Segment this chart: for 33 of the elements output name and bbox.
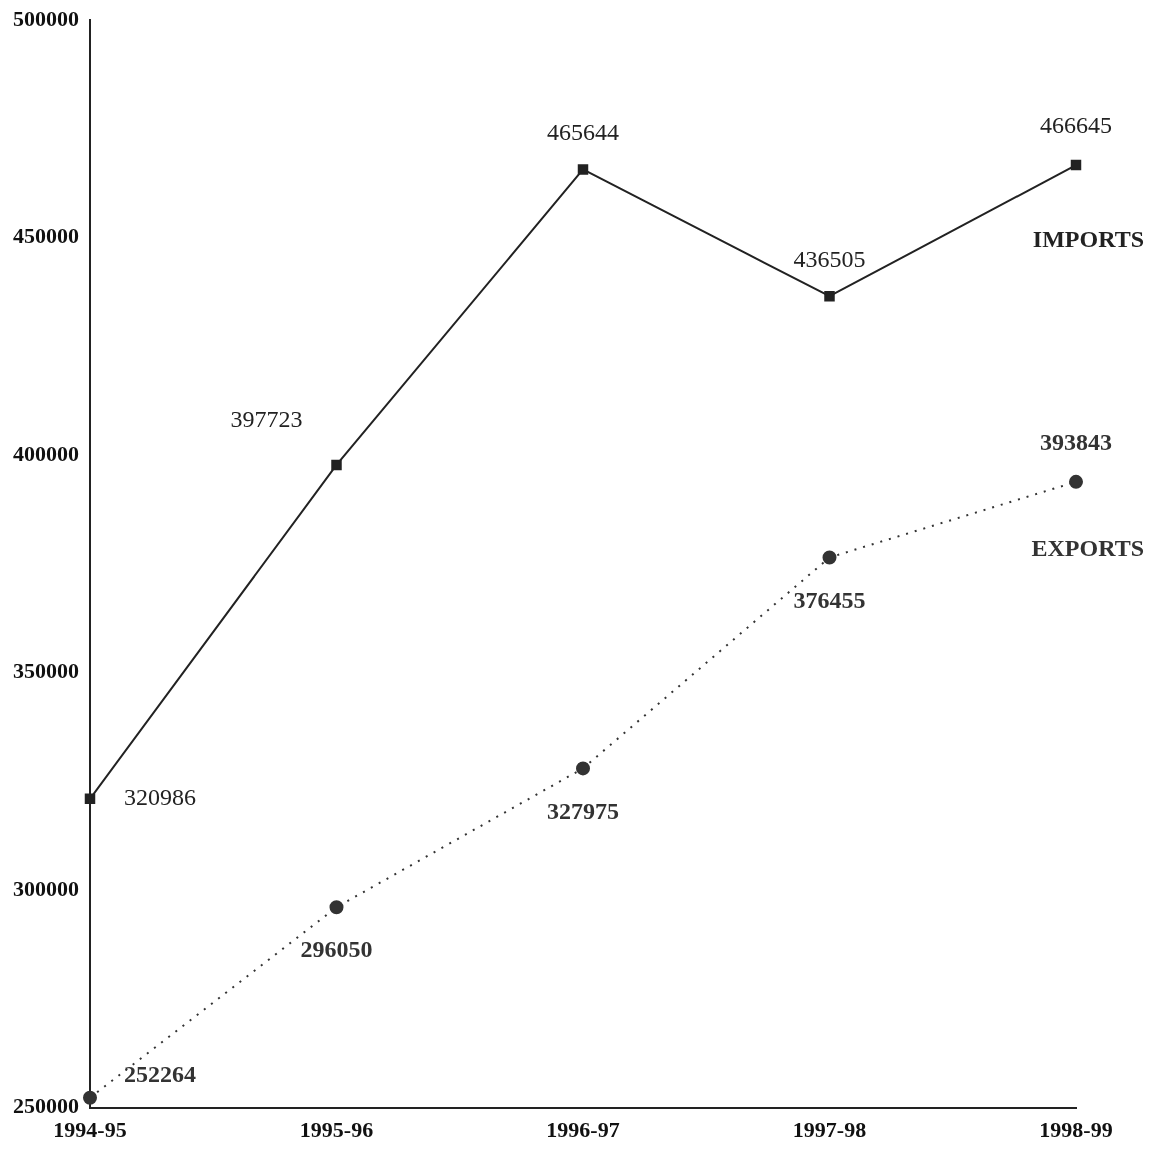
point — [83, 1090, 97, 1105]
data-label: 320986 — [124, 784, 196, 811]
series-label: EXPORTS — [1031, 535, 1144, 562]
point — [822, 550, 837, 565]
y-tick-label: 300000 — [13, 875, 79, 901]
data-label: 393843 — [1040, 429, 1112, 456]
point — [824, 290, 835, 302]
data-label: 465644 — [547, 118, 619, 145]
y-tick-label: 350000 — [13, 658, 79, 684]
point — [1070, 159, 1082, 171]
point — [329, 900, 344, 915]
x-tick-label: 1994-95 — [53, 1117, 127, 1143]
point — [576, 761, 590, 776]
y-tick-label: 400000 — [13, 440, 79, 466]
data-label: 327975 — [547, 797, 619, 824]
y-tick-label: 250000 — [13, 1093, 79, 1119]
data-label: 466645 — [1040, 112, 1112, 139]
x-tick-label: 1997-98 — [792, 1117, 867, 1143]
x-tick-label: 1995-96 — [299, 1117, 374, 1143]
data-label: 397723 — [230, 406, 303, 433]
x-tick-label: 1998-99 — [1039, 1117, 1113, 1143]
data-label: 296050 — [300, 936, 373, 963]
point — [577, 164, 589, 175]
point — [331, 459, 342, 471]
data-label: 436505 — [793, 245, 866, 272]
series-label: IMPORTS — [1032, 226, 1144, 253]
x-tick-label: 1996-97 — [546, 1117, 620, 1143]
y-tick-label: 450000 — [13, 223, 79, 249]
point — [84, 793, 96, 805]
y-tick-label: 500000 — [13, 5, 79, 31]
point — [1069, 474, 1083, 489]
data-label: 252264 — [124, 1060, 196, 1087]
data-label: 376455 — [793, 586, 866, 613]
